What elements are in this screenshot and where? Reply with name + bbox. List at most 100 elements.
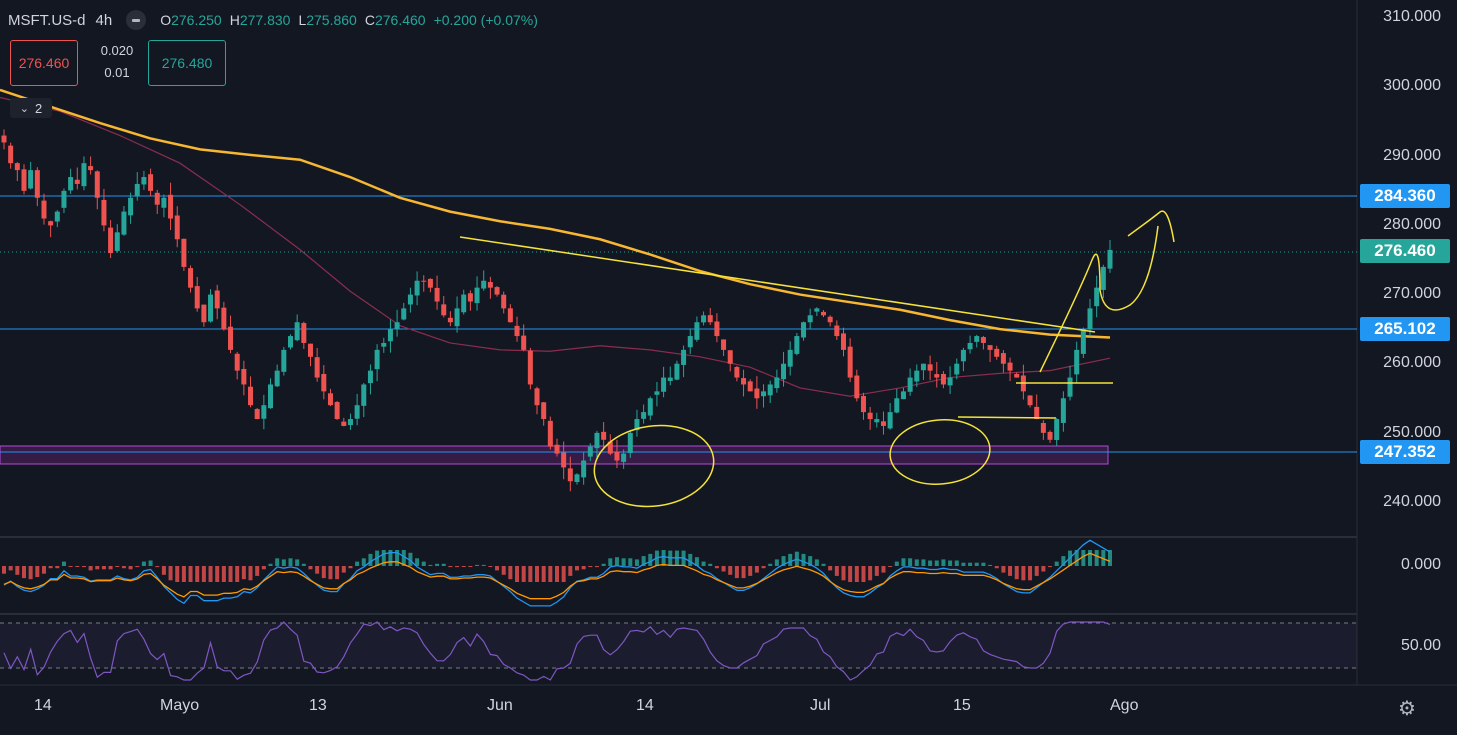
candle-body[interactable]: [607, 441, 613, 454]
lot-size[interactable]: 0.01: [104, 65, 130, 80]
candle-body[interactable]: [134, 183, 140, 197]
candle-body[interactable]: [734, 367, 740, 378]
candle-body[interactable]: [754, 388, 760, 399]
indicators-toggle[interactable]: ⌄ 2: [10, 98, 52, 118]
candle-body[interactable]: [694, 322, 700, 340]
candle-body[interactable]: [301, 323, 307, 343]
candle-body[interactable]: [128, 197, 134, 216]
candle-body[interactable]: [661, 377, 667, 392]
candle-body[interactable]: [801, 322, 807, 338]
projection-path[interactable]: [1039, 225, 1159, 373]
support-price-label-1[interactable]: 265.102: [1360, 317, 1450, 341]
candle-body[interactable]: [847, 346, 853, 378]
candle-body[interactable]: [874, 419, 880, 423]
candle-body[interactable]: [487, 282, 493, 288]
candle-body[interactable]: [307, 343, 313, 357]
candle-body[interactable]: [621, 453, 627, 462]
candle-body[interactable]: [281, 349, 287, 372]
candle-body[interactable]: [781, 363, 787, 380]
candle-body[interactable]: [228, 326, 234, 350]
candle-body[interactable]: [954, 363, 960, 375]
candle-body[interactable]: [594, 432, 600, 449]
candlesticks[interactable]: [1, 129, 1113, 492]
candle-body[interactable]: [867, 412, 873, 420]
candle-body[interactable]: [1040, 422, 1046, 433]
candle-body[interactable]: [94, 171, 100, 198]
candle-body[interactable]: [574, 474, 580, 482]
candle-body[interactable]: [834, 325, 840, 337]
candle-body[interactable]: [514, 325, 520, 337]
candle-body[interactable]: [1087, 308, 1093, 330]
candle-body[interactable]: [81, 163, 87, 187]
candle-body[interactable]: [827, 316, 833, 323]
candle-body[interactable]: [181, 238, 187, 267]
candle-body[interactable]: [1094, 287, 1100, 307]
candle-body[interactable]: [114, 232, 120, 251]
candle-body[interactable]: [361, 384, 367, 406]
candle-body[interactable]: [547, 420, 553, 447]
circle-annotation-1[interactable]: [589, 418, 719, 514]
candle-body[interactable]: [627, 432, 633, 454]
candle-body[interactable]: [447, 317, 453, 323]
candle-body[interactable]: [674, 363, 680, 380]
candle-body[interactable]: [821, 311, 827, 316]
candle-body[interactable]: [581, 460, 587, 478]
candle-body[interactable]: [327, 393, 333, 406]
candle-body[interactable]: [967, 342, 973, 350]
candle-body[interactable]: [201, 304, 207, 323]
candle-body[interactable]: [88, 166, 94, 171]
candle-body[interactable]: [920, 363, 926, 371]
candle-body[interactable]: [334, 402, 340, 420]
candle-body[interactable]: [254, 409, 260, 420]
candle-body[interactable]: [947, 377, 953, 386]
candle-body[interactable]: [121, 211, 127, 235]
candle-body[interactable]: [387, 329, 393, 342]
candle-body[interactable]: [61, 190, 67, 208]
candle-body[interactable]: [840, 333, 846, 350]
candle-body[interactable]: [601, 431, 607, 440]
candle-body[interactable]: [807, 315, 813, 323]
projection-arc[interactable]: [1127, 210, 1175, 243]
candle-body[interactable]: [188, 268, 194, 288]
candle-body[interactable]: [960, 349, 966, 362]
candle-body[interactable]: [28, 170, 34, 189]
candle-body[interactable]: [467, 293, 473, 302]
candle-body[interactable]: [54, 211, 60, 222]
candle-body[interactable]: [394, 322, 400, 329]
candle-body[interactable]: [41, 200, 47, 219]
candle-body[interactable]: [940, 373, 946, 385]
candle-body[interactable]: [527, 350, 533, 385]
sell-button[interactable]: 276.460: [10, 40, 78, 86]
candle-body[interactable]: [214, 290, 220, 309]
candle-body[interactable]: [1100, 266, 1106, 290]
candle-body[interactable]: [667, 377, 673, 381]
candle-body[interactable]: [741, 378, 747, 385]
candle-body[interactable]: [534, 388, 540, 406]
candle-body[interactable]: [880, 421, 886, 426]
candle-body[interactable]: [721, 339, 727, 350]
candle-body[interactable]: [701, 315, 707, 323]
candle-body[interactable]: [441, 304, 447, 316]
candle-body[interactable]: [887, 412, 893, 429]
hide-legend-icon[interactable]: [126, 10, 147, 30]
candle-body[interactable]: [687, 336, 693, 348]
candle-body[interactable]: [1060, 398, 1066, 423]
candle-body[interactable]: [287, 336, 293, 348]
candle-body[interactable]: [101, 199, 107, 226]
candle-body[interactable]: [141, 177, 147, 185]
candle-body[interactable]: [1007, 362, 1013, 371]
candle-body[interactable]: [854, 375, 860, 399]
candle-body[interactable]: [401, 308, 407, 320]
candle-body[interactable]: [1074, 349, 1080, 375]
candle-body[interactable]: [268, 384, 274, 409]
candle-body[interactable]: [894, 398, 900, 413]
candle-body[interactable]: [714, 321, 720, 337]
candle-body[interactable]: [587, 446, 593, 457]
candle-body[interactable]: [421, 280, 427, 282]
candle-body[interactable]: [474, 287, 480, 304]
candle-body[interactable]: [461, 294, 467, 313]
gear-icon[interactable]: ⚙: [1398, 698, 1416, 720]
timeframe[interactable]: 4h: [95, 11, 113, 29]
candle-body[interactable]: [1054, 419, 1060, 440]
